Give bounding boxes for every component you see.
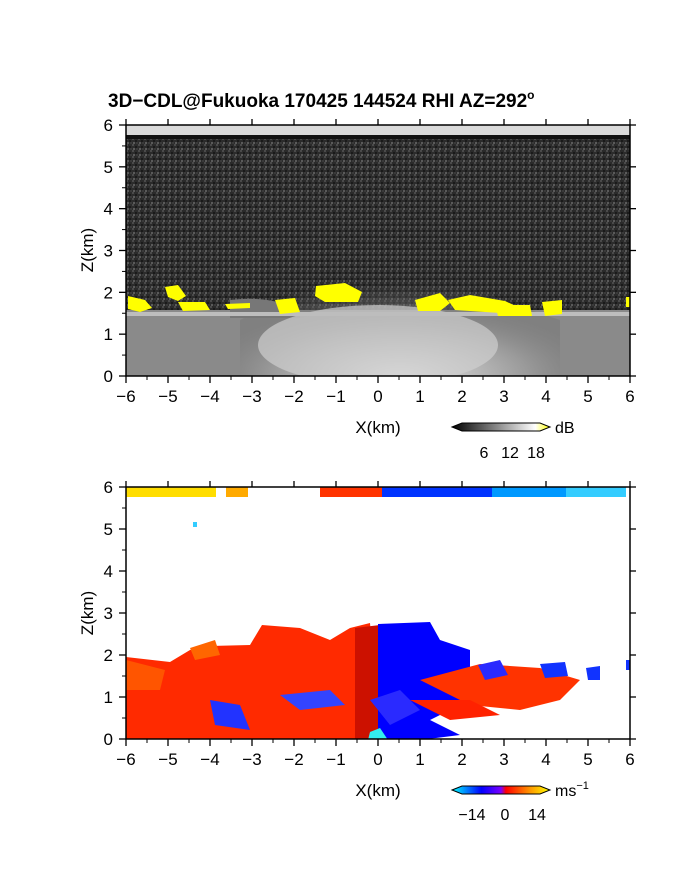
snr-image (126, 125, 630, 376)
x-tick-label: −5 (158, 387, 177, 406)
snr-ylabel: Z(km) (78, 228, 97, 272)
velocity-colorbar: ms−1 −14 0 14 (450, 780, 589, 824)
velocity-ylabel: Z(km) (78, 591, 97, 635)
snr-axis-ticks: −6 −5 −4 −3 −2 −1 0 1 2 3 4 5 6 0 1 2 3 4 5 6 (104, 116, 636, 406)
y-tick-label: 0 (104, 730, 113, 749)
y-tick-label: 4 (104, 562, 113, 581)
x-tick-label: −3 (242, 387, 261, 406)
x-tick-label: 0 (373, 387, 382, 406)
velocity-colorbar-tick: −14 (458, 807, 485, 824)
x-tick-label: 3 (499, 387, 508, 406)
y-tick-label: 0 (104, 367, 113, 386)
x-tick-label: 2 (457, 387, 466, 406)
unit-exponent: −1 (576, 780, 589, 792)
y-tick-label: 3 (104, 604, 113, 623)
x-tick-label: −6 (116, 750, 135, 769)
y-tick-label: 3 (104, 242, 113, 261)
y-tick-label: 2 (104, 283, 113, 302)
x-tick-label: 6 (625, 387, 634, 406)
snr-colorbar-tick: 12 (501, 445, 519, 462)
chart-title: 3D−CDL@Fukuoka 170425 144524 RHI AZ=292o (108, 88, 535, 112)
snr-colorbar-tick: 6 (480, 445, 489, 462)
x-tick-label: 1 (415, 750, 424, 769)
x-tick-label: −2 (284, 387, 303, 406)
high-snr-patches (128, 283, 630, 316)
x-tick-label: −4 (200, 387, 219, 406)
x-tick-label: 2 (457, 750, 466, 769)
x-tick-label: −2 (284, 750, 303, 769)
velocity-panel: −6 −5 −4 −3 −2 −1 0 1 2 3 4 5 6 0 1 2 3 4 5 6 X(km) Z(km) m… (78, 478, 636, 824)
snr-colorbar: dB 6 12 18 (450, 420, 575, 462)
y-tick-label: 2 (104, 646, 113, 665)
x-tick-label: 3 (499, 750, 508, 769)
x-tick-label: 0 (373, 750, 382, 769)
x-tick-label: 1 (415, 387, 424, 406)
x-tick-label: 5 (583, 750, 592, 769)
snr-xlabel: X(km) (355, 418, 400, 437)
x-tick-label: −5 (158, 750, 177, 769)
velocity-xlabel: X(km) (355, 781, 400, 800)
y-tick-label: 5 (104, 158, 113, 177)
velocity-colorbar-tick: 0 (501, 807, 510, 824)
snr-colorbar-unit: dB (555, 420, 575, 437)
y-tick-label: 1 (104, 688, 113, 707)
velocity-axis-ticks: −6 −5 −4 −3 −2 −1 0 1 2 3 4 5 6 0 1 2 3 4 5 6 (104, 478, 636, 769)
y-tick-label: 4 (104, 200, 113, 219)
x-tick-label: −1 (326, 387, 345, 406)
x-tick-label: −3 (242, 750, 261, 769)
y-tick-label: 6 (104, 116, 113, 135)
velocity-colorbar-unit: ms−1 (555, 780, 589, 800)
y-tick-label: 5 (104, 520, 113, 539)
y-tick-label: 1 (104, 325, 113, 344)
snr-colorbar-tick: 18 (527, 445, 545, 462)
y-tick-label: 6 (104, 478, 113, 497)
x-tick-label: −4 (200, 750, 219, 769)
x-tick-label: 4 (541, 750, 550, 769)
x-tick-label: 5 (583, 387, 592, 406)
velocity-image (126, 487, 630, 739)
degree-superscript: o (527, 88, 534, 102)
x-tick-label: 6 (625, 750, 634, 769)
x-tick-label: −6 (116, 387, 135, 406)
velocity-colorbar-tick: 14 (528, 807, 546, 824)
x-tick-label: −1 (326, 750, 345, 769)
x-tick-label: 4 (541, 387, 550, 406)
